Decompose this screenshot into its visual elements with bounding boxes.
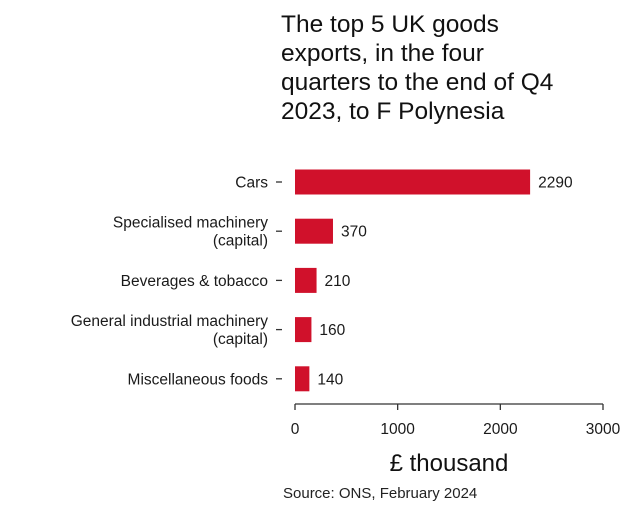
x-tick-label: 2000 [483,421,518,438]
x-tick-label: 1000 [380,421,415,438]
source-note: Source: ONS, February 2024 [283,485,478,502]
bar-value-label: 2290 [538,175,573,192]
category-label: Beverages & tobacco [121,273,268,290]
category-label: Cars [235,175,268,192]
chart-title: The top 5 UK goods exports, in the four … [281,10,611,126]
bar [295,218,333,244]
x-tick-label: 0 [291,421,300,438]
value-labels: 2290 370 210 160 140 [317,175,573,389]
category-label: Miscellaneous foods [128,371,269,388]
chart-title-line: 2023, to F Polynesia [281,98,505,125]
bar [295,169,531,195]
category-label: Specialised machinery [113,215,268,232]
chart-title-line: exports, in the four [281,40,484,67]
category-label: (capital) [213,233,268,250]
x-axis-title: £ thousand [390,450,509,477]
bar [295,366,310,392]
chart-title-line: The top 5 UK goods [281,11,499,38]
x-tick-label: 3000 [586,421,621,438]
bar [295,317,312,343]
bars [295,169,531,392]
bar-value-label: 140 [317,371,343,388]
chart-title-line: quarters to the end of Q4 [281,69,554,96]
bar-value-label: 370 [341,224,367,241]
category-label: General industrial machinery [71,313,269,330]
bar-value-label: 160 [319,322,345,339]
bar-value-label: 210 [325,273,351,290]
category-label: (capital) [213,331,268,348]
bar [295,267,317,293]
x-axis: 0 1000 2000 3000 [291,403,621,438]
